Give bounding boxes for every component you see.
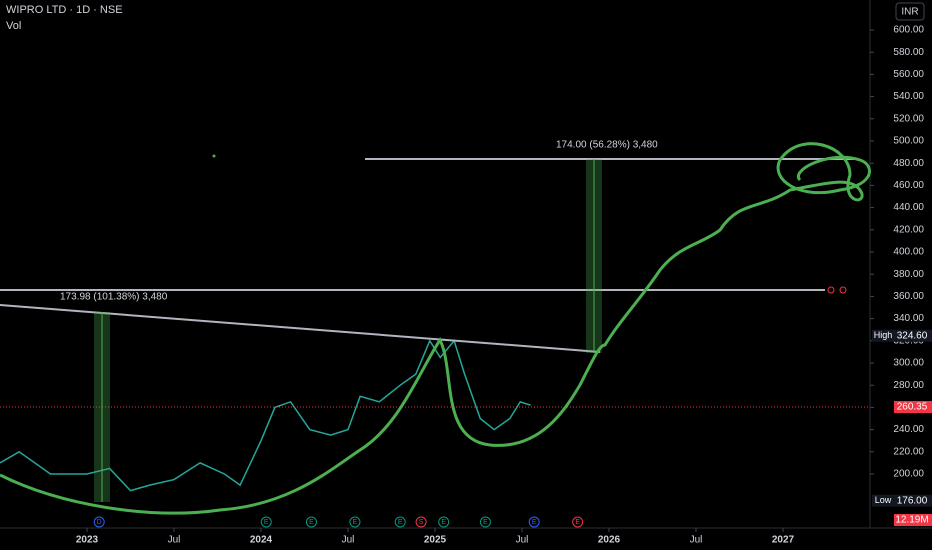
- dot: [839, 286, 847, 294]
- price-tick-label: 540.00: [893, 91, 924, 102]
- price-tag: [894, 401, 932, 414]
- price-tick-label: 600.00: [893, 25, 924, 36]
- currency[interactable]: INR: [901, 7, 918, 18]
- time-tick-label: 2023: [76, 535, 99, 546]
- event-label: E: [575, 519, 580, 526]
- price-tick-label: 340.00: [893, 313, 924, 324]
- event-marker: [415, 516, 427, 528]
- price-tick-label: 440.00: [893, 202, 924, 213]
- price-tick-label: 420.00: [893, 224, 924, 235]
- time-tick-label: 2025: [424, 535, 447, 546]
- event-label: E: [353, 519, 358, 526]
- price-line: [0, 339, 531, 492]
- event-label: E: [441, 519, 446, 526]
- event-label: E: [532, 519, 537, 526]
- price-tick-label: 520.00: [893, 113, 924, 124]
- price-tag-name-bg: [872, 329, 894, 342]
- event-label: E: [264, 519, 269, 526]
- price-tick-label: 300.00: [893, 358, 924, 369]
- event-marker: [438, 516, 450, 528]
- event-marker: [479, 516, 491, 528]
- price-tag-name: High: [874, 330, 893, 340]
- volume-label: 12.19M: [895, 515, 928, 526]
- event-marker: [394, 516, 406, 528]
- price-tick-label: 240.00: [893, 424, 924, 435]
- price-tick-label: 220.00: [893, 446, 924, 457]
- event-marker: [305, 516, 317, 528]
- time-tick-label: 2027: [772, 535, 795, 546]
- event-marker: [572, 516, 584, 528]
- price-tag: [894, 494, 932, 507]
- freehand-drawing: [0, 142, 871, 515]
- currency-button[interactable]: [895, 2, 925, 21]
- event-label: D: [97, 519, 102, 526]
- price-tag-label: 176.00: [897, 495, 928, 506]
- time-tick-label: 2026: [598, 535, 621, 546]
- price-tick-label: 480.00: [893, 158, 924, 169]
- price-tick-label: 360.00: [893, 291, 924, 302]
- price-tick-label: 280.00: [893, 380, 924, 391]
- time-tick-label: Jul: [168, 535, 181, 546]
- time-tick-label: Jul: [690, 535, 703, 546]
- measure-label: 174.00 (56.28%) 3,480: [556, 140, 658, 151]
- price-tag-label: 260.35: [897, 402, 928, 413]
- event-marker: [528, 516, 540, 528]
- trend-line: [0, 304, 601, 353]
- price-tick-label: 560.00: [893, 69, 924, 80]
- price-tick-label: 200.00: [893, 469, 924, 480]
- volume-title: Vol: [6, 20, 21, 32]
- time-tick-label: Jul: [342, 535, 355, 546]
- event-marker: [93, 516, 105, 528]
- time-tick-label: 2024: [250, 535, 273, 546]
- price-tick-label: 400.00: [893, 247, 924, 258]
- event-marker: [349, 516, 361, 528]
- price-tick-label: 500.00: [893, 136, 924, 147]
- time-tick-label: Jul: [516, 535, 529, 546]
- dot: [212, 154, 216, 158]
- event-label: S: [419, 519, 424, 526]
- dot: [827, 286, 835, 294]
- price-tick-label: 580.00: [893, 47, 924, 58]
- price-tag-label: 324.60: [897, 330, 928, 341]
- symbol-title: WIPRO LTD · 1D · NSE: [6, 4, 123, 16]
- price-tick-label: 380.00: [893, 269, 924, 280]
- event-label: E: [398, 519, 403, 526]
- measure-label: 173.98 (101.38%) 3,480: [60, 292, 168, 303]
- event-marker: [260, 516, 272, 528]
- plot: [0, 339, 870, 492]
- price-tag: [894, 329, 932, 342]
- event-label: E: [309, 519, 314, 526]
- volume-tag: [894, 514, 932, 526]
- price-tick-label: 460.00: [893, 180, 924, 191]
- event-label: E: [483, 519, 488, 526]
- price-tag-name-bg: [872, 494, 894, 507]
- price-tag-name: Low: [875, 495, 892, 505]
